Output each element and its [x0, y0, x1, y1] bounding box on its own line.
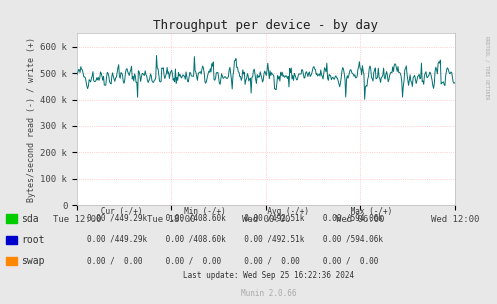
- Text: RRDTOOL / TOBI OETIKER: RRDTOOL / TOBI OETIKER: [485, 36, 490, 100]
- Text: Munin 2.0.66: Munin 2.0.66: [241, 289, 296, 299]
- Y-axis label: Bytes/second read (-) / write (+): Bytes/second read (-) / write (+): [27, 37, 36, 202]
- Text: root: root: [21, 235, 44, 245]
- Title: Throughput per device - by day: Throughput per device - by day: [154, 19, 378, 32]
- Text: Last update: Wed Sep 25 16:22:36 2024: Last update: Wed Sep 25 16:22:36 2024: [183, 271, 354, 280]
- Text: Cur (-/+)         Min (-/+)         Avg (-/+)         Max (-/+): Cur (-/+) Min (-/+) Avg (-/+) Max (-/+): [87, 207, 392, 216]
- Text: 0.00 /449.29k    0.00 /408.60k    0.00 /492.51k    0.00 /594.06k: 0.00 /449.29k 0.00 /408.60k 0.00 /492.51…: [87, 235, 383, 244]
- Text: sda: sda: [21, 214, 38, 223]
- Text: swap: swap: [21, 256, 44, 266]
- Text: 0.00 /  0.00     0.00 /  0.00     0.00 /  0.00     0.00 /  0.00: 0.00 / 0.00 0.00 / 0.00 0.00 / 0.00 0.00…: [87, 256, 378, 265]
- Text: 0.00 /449.29k    0.00 /408.60k    0.00 /492.51k    0.00 /594.06k: 0.00 /449.29k 0.00 /408.60k 0.00 /492.51…: [87, 213, 383, 223]
